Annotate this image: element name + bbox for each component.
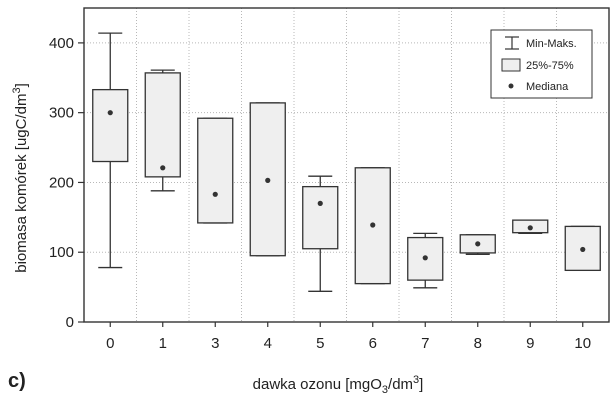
median-point [317, 200, 323, 206]
plot-frame [83, 7, 610, 323]
box-series [92, 32, 601, 292]
box-group [512, 219, 549, 235]
median-point [527, 225, 533, 231]
x-tick-label: 7 [421, 335, 429, 352]
x-tick-label: 4 [264, 335, 272, 352]
y-tick-label: 200 [49, 174, 74, 191]
box-group [144, 69, 181, 192]
legend-iqr-symbol [501, 58, 521, 72]
x-tick-label: 10 [574, 335, 591, 352]
y-tick-label: 400 [49, 35, 74, 52]
box-group [564, 225, 601, 272]
legend: Min-Maks. 25%-75% Mediana [490, 29, 593, 99]
y-axis-title: biomasa komórek [ugC/dm3] [11, 83, 30, 273]
iqr-box [302, 185, 339, 250]
box-group [354, 167, 391, 285]
x-tick-label: 0 [106, 335, 114, 352]
legend-iqr-label: 25%-75% [526, 60, 574, 72]
median-point [580, 246, 586, 253]
iqr-box [92, 88, 129, 163]
median-point [107, 110, 113, 116]
x-tick-label: 5 [316, 335, 324, 352]
x-tick-label: 8 [474, 335, 482, 352]
box-group [302, 175, 339, 292]
legend-median-symbol [508, 83, 514, 89]
legend-range-symbol [505, 36, 519, 50]
x-axis-title: dawka ozonu [mgO3/dm3] [253, 374, 424, 396]
median-point [160, 165, 166, 171]
legend-median-label: Mediana [526, 81, 569, 93]
median-point [370, 222, 376, 228]
box-group [407, 232, 444, 289]
y-tick-label: 0 [66, 314, 74, 331]
median-point [212, 191, 218, 197]
x-tick-label: 3 [211, 335, 219, 352]
x-tick-label: 6 [369, 335, 377, 352]
x-tick-label: 1 [159, 335, 167, 352]
panel-label: c) [8, 370, 26, 392]
legend-range-label: Min-Maks. [526, 38, 577, 50]
median-point [265, 177, 271, 183]
y-tick-label: 100 [49, 244, 74, 261]
x-tick-label: 9 [526, 335, 534, 352]
y-tick-label: 300 [49, 105, 74, 122]
median-point [475, 241, 481, 247]
box-group [459, 234, 496, 255]
box-group [197, 117, 234, 224]
iqr-box [197, 117, 234, 224]
box-group [249, 102, 286, 257]
box-group [92, 32, 129, 269]
iqr-box [144, 72, 181, 178]
median-point [422, 255, 428, 261]
axes: 0 100 200 300 400 0 1 3 4 5 6 7 8 9 10 [49, 35, 591, 352]
